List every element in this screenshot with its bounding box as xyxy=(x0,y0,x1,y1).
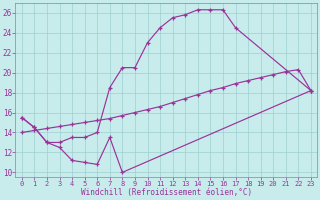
X-axis label: Windchill (Refroidissement éolien,°C): Windchill (Refroidissement éolien,°C) xyxy=(81,188,252,197)
